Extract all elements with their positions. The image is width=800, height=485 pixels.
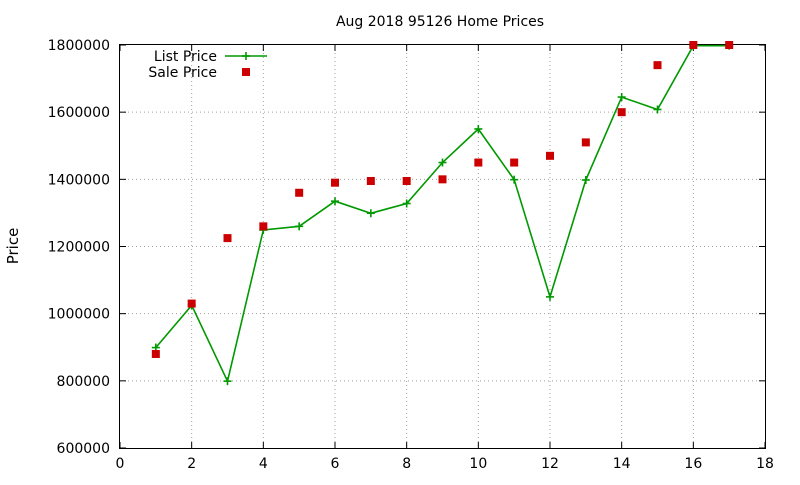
x-tick-label: 18 (756, 456, 774, 472)
sale-price-point (689, 41, 698, 49)
list-price-point (438, 158, 447, 167)
series-layer (151, 41, 734, 386)
sale-price-point (725, 41, 734, 49)
legend-entry-2: Sale Price (148, 65, 250, 81)
sale-price-point (151, 349, 160, 358)
x-tick-label: 16 (684, 456, 702, 472)
sale-price-point (653, 61, 662, 70)
x-tick-label: 0 (116, 456, 125, 472)
list-price-point (653, 105, 662, 114)
series-2 (151, 41, 734, 358)
list-price-point (295, 222, 304, 231)
legend-marker (242, 68, 250, 76)
list-price-point (546, 292, 554, 301)
x-tick-label: 14 (613, 456, 631, 472)
sale-price-point (510, 158, 519, 167)
y-axis-label: Price (4, 228, 22, 265)
list-price-point (331, 197, 339, 206)
tick-layer: 0 2 4 6 8 10 12 14 16 18 600000 800000 1000000 120000… (48, 38, 774, 472)
legend-label: Sale Price (148, 65, 217, 81)
x-tick-label: 6 (331, 456, 340, 472)
y-tick-label: 1000000 (48, 307, 110, 323)
sale-price-point (187, 299, 196, 308)
plot-frame (119, 44, 766, 449)
x-tick-label: 2 (187, 456, 196, 472)
sale-price-point (474, 158, 483, 167)
sale-price-point (259, 222, 268, 231)
sale-price-point (617, 108, 626, 117)
list-price-point (223, 377, 232, 386)
x-tick-label: 12 (541, 456, 559, 472)
list-price-point (510, 175, 519, 184)
chart-title: Aug 2018 95126 Home Prices (336, 14, 544, 30)
x-tick-label: 10 (469, 456, 487, 472)
sale-price-point (402, 177, 411, 186)
sale-price-point (366, 177, 375, 186)
list-price-point (402, 199, 411, 208)
legend-entry-1: List Price (154, 49, 267, 65)
sale-price-point (581, 138, 590, 147)
sale-price-point (223, 234, 232, 243)
list-price-point (366, 209, 375, 218)
legend-label: List Price (154, 49, 217, 65)
sale-price-point (295, 188, 304, 197)
y-tick-label: 800000 (57, 374, 110, 390)
y-tick-label: 1400000 (48, 172, 110, 188)
y-tick-label: 1200000 (48, 240, 110, 256)
grid-layer (120, 45, 765, 448)
sale-price-point (546, 151, 554, 160)
sale-price-point (438, 175, 447, 184)
y-tick-label: 1800000 (48, 38, 110, 54)
list-price-point (581, 176, 590, 185)
y-tick-label: 1600000 (48, 105, 110, 121)
legend-marker (242, 52, 250, 60)
sale-price-point (331, 178, 339, 187)
list-price-line (155, 44, 730, 384)
y-tick-label: 600000 (57, 441, 110, 457)
x-tick-label: 4 (259, 456, 268, 472)
list-price-point (617, 93, 626, 102)
list-price-point (474, 124, 483, 133)
series-1 (151, 41, 734, 386)
x-tick-label: 8 (402, 456, 411, 472)
